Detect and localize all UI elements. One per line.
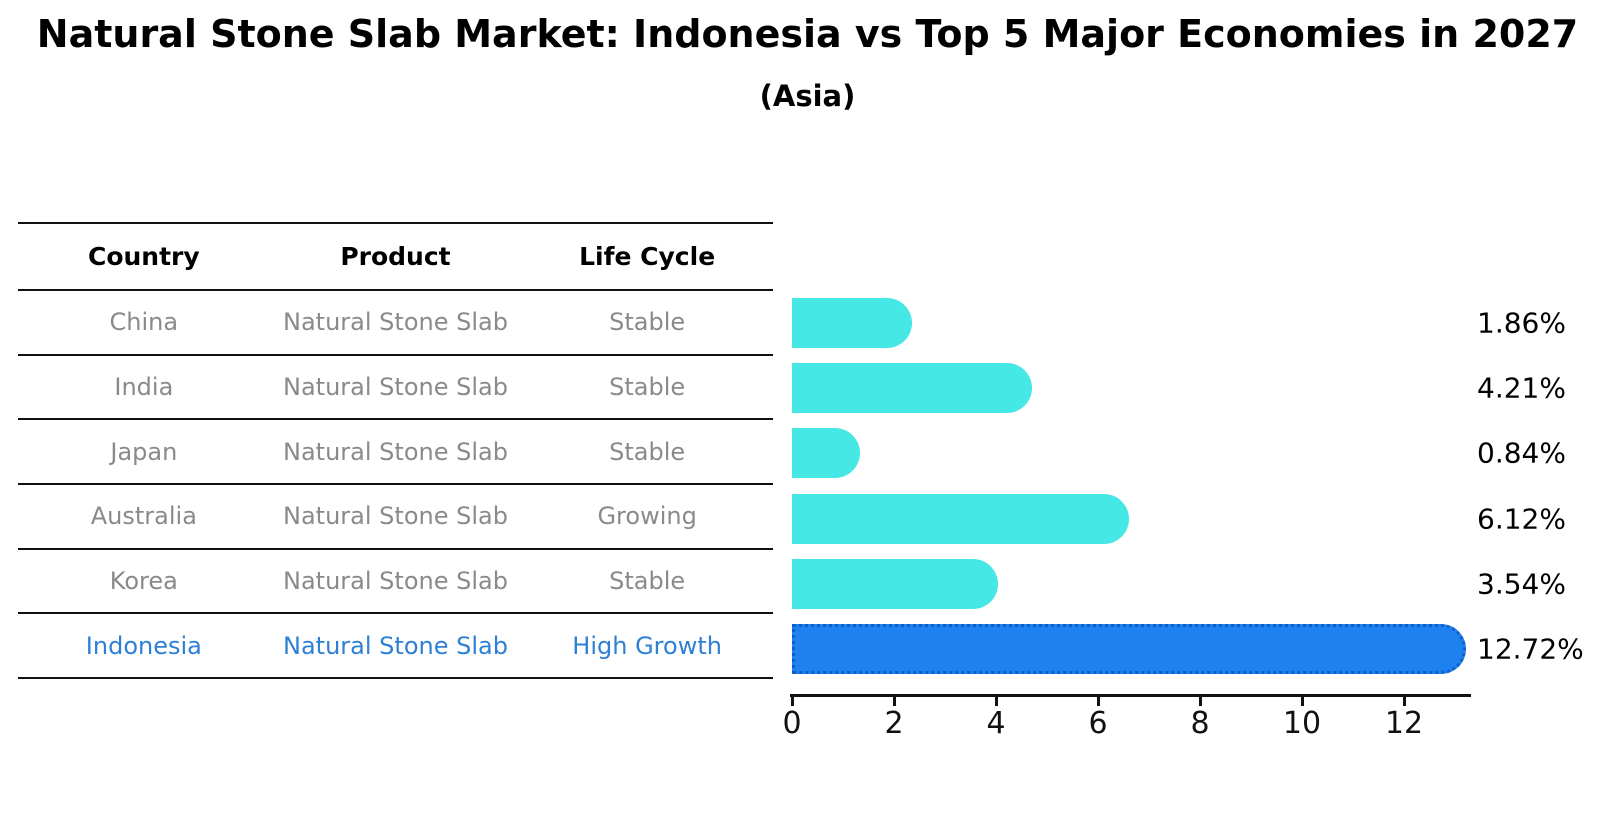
cell-product: Natural Stone Slab: [283, 567, 508, 596]
comparison-table: Country Product Life Cycle China Natural …: [18, 222, 773, 680]
x-tick: [994, 696, 998, 706]
table-row: Australia Natural Stone Slab Growing: [18, 485, 773, 550]
table-row: China Natural Stone Slab Stable: [18, 291, 773, 356]
cell-life-cycle: High Growth: [572, 631, 722, 660]
x-tick: [1198, 696, 1202, 706]
cell-life-cycle: Stable: [609, 437, 686, 466]
table-row: Korea Natural Stone Slab Stable: [18, 550, 773, 615]
cell-life-cycle: Stable: [609, 567, 686, 596]
table-row: Japan Natural Stone Slab Stable: [18, 420, 773, 486]
value-label: 6.12%: [1477, 502, 1566, 536]
cell-life-cycle: Stable: [609, 308, 686, 337]
cell-product: Natural Stone Slab: [283, 437, 508, 466]
x-tick: [1300, 696, 1304, 706]
bar: [792, 363, 1032, 414]
chart-title: Natural Stone Slab Market: Indonesia vs …: [36, 12, 1579, 56]
header-cell-country: Country: [87, 242, 200, 271]
bar: [792, 493, 1130, 544]
cell-country: Korea: [109, 567, 178, 596]
x-axis-line: [790, 694, 1471, 697]
table-header-row: Country Product Life Cycle: [18, 224, 773, 291]
table-body: China Natural Stone Slab Stable India Natura…: [18, 291, 773, 680]
x-tick-label: 12: [1384, 706, 1424, 741]
value-label: 12.72%: [1477, 632, 1584, 666]
x-tick-label: 6: [1088, 706, 1108, 741]
value-label: 0.84%: [1477, 436, 1566, 470]
table-row: India Natural Stone Slab Stable: [18, 356, 773, 421]
cell-country: India: [114, 373, 174, 402]
bar: [792, 558, 998, 609]
table-row: Indonesia Natural Stone Slab High Growth: [18, 614, 773, 680]
x-tick: [1096, 696, 1100, 706]
cell-country: China: [109, 308, 179, 337]
x-tick-label: 0: [782, 706, 802, 741]
cell-product: Natural Stone Slab: [283, 631, 508, 660]
cell-product: Natural Stone Slab: [283, 373, 508, 402]
cell-country: Indonesia: [85, 631, 202, 660]
cell-life-cycle: Growing: [597, 502, 697, 531]
cell-country: Japan: [110, 437, 178, 466]
header-cell-life-cycle: Life Cycle: [579, 242, 716, 271]
cell-country: Australia: [90, 502, 197, 531]
cell-product: Natural Stone Slab: [283, 502, 508, 531]
x-tick: [1402, 696, 1406, 706]
x-tick: [892, 696, 896, 706]
chart-subtitle: (Asia): [759, 79, 856, 113]
value-label: 1.86%: [1477, 306, 1566, 340]
cell-product: Natural Stone Slab: [283, 308, 508, 337]
x-tick-label: 10: [1282, 706, 1322, 741]
header-cell-product: Product: [340, 242, 451, 271]
x-tick-label: 4: [986, 706, 1006, 741]
x-tick: [790, 696, 794, 706]
bar: [792, 298, 912, 348]
value-label: 3.54%: [1477, 567, 1566, 601]
bar-highlight: [792, 624, 1466, 674]
x-tick-label: 8: [1190, 706, 1210, 741]
cell-life-cycle: Stable: [609, 373, 686, 402]
x-tick-label: 2: [884, 706, 904, 741]
value-label: 4.21%: [1477, 371, 1566, 405]
bar: [792, 428, 860, 479]
